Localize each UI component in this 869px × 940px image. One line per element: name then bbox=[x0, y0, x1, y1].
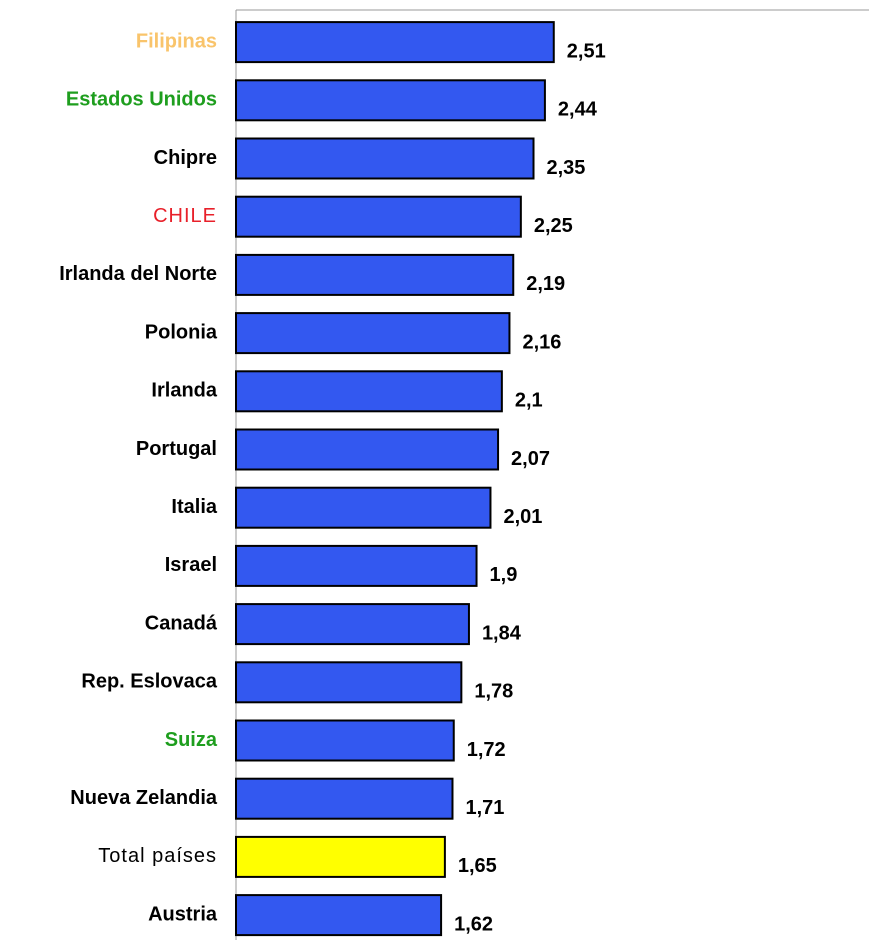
value-label: 2,25 bbox=[534, 215, 573, 237]
bar bbox=[235, 544, 478, 587]
bar bbox=[235, 661, 463, 704]
bar bbox=[235, 603, 470, 646]
value-label: 2,44 bbox=[558, 99, 598, 121]
category-label: CHILE bbox=[153, 205, 217, 227]
category-label: Portugal bbox=[136, 438, 217, 460]
value-label: 1,71 bbox=[465, 797, 504, 819]
value-label: 2,1 bbox=[515, 390, 543, 412]
category-label: Israel bbox=[165, 554, 217, 576]
value-label: 2,07 bbox=[511, 448, 550, 470]
value-label: 2,19 bbox=[526, 273, 565, 295]
value-label: 1,9 bbox=[490, 564, 518, 586]
value-label: 1,84 bbox=[482, 622, 522, 644]
bar bbox=[235, 486, 492, 529]
value-label: 2,35 bbox=[547, 157, 586, 179]
bar bbox=[235, 719, 455, 762]
category-label: Nueva Zelandia bbox=[70, 787, 218, 809]
bar bbox=[235, 312, 511, 355]
category-label: Filipinas bbox=[136, 30, 217, 52]
category-label: Chipre bbox=[154, 147, 217, 169]
bar bbox=[235, 21, 555, 64]
category-label: Rep. Eslovaca bbox=[81, 671, 218, 693]
category-label: Suiza bbox=[165, 729, 218, 751]
bar bbox=[235, 370, 503, 413]
value-label: 2,16 bbox=[522, 331, 561, 353]
value-label: 1,78 bbox=[474, 681, 513, 703]
bar bbox=[235, 79, 546, 122]
bar bbox=[235, 253, 515, 296]
value-label: 1,72 bbox=[467, 739, 506, 761]
bar bbox=[235, 894, 443, 937]
category-label: Irlanda bbox=[151, 380, 217, 402]
bar bbox=[235, 835, 446, 878]
value-label: 2,51 bbox=[567, 40, 606, 62]
category-label: Irlanda del Norte bbox=[59, 263, 217, 285]
category-label: Canadá bbox=[145, 612, 218, 634]
category-label: Estados Unidos bbox=[66, 89, 217, 111]
bar bbox=[235, 777, 454, 820]
value-label: 2,01 bbox=[503, 506, 542, 528]
bar bbox=[235, 195, 522, 238]
value-label: 1,65 bbox=[458, 855, 497, 877]
category-label: Total países bbox=[98, 845, 217, 867]
value-label: 1,62 bbox=[454, 913, 493, 935]
bar bbox=[235, 137, 535, 180]
category-label: Italia bbox=[171, 496, 217, 518]
category-label: Austria bbox=[148, 903, 218, 925]
category-label: Polonia bbox=[145, 321, 218, 343]
bar bbox=[235, 428, 500, 471]
